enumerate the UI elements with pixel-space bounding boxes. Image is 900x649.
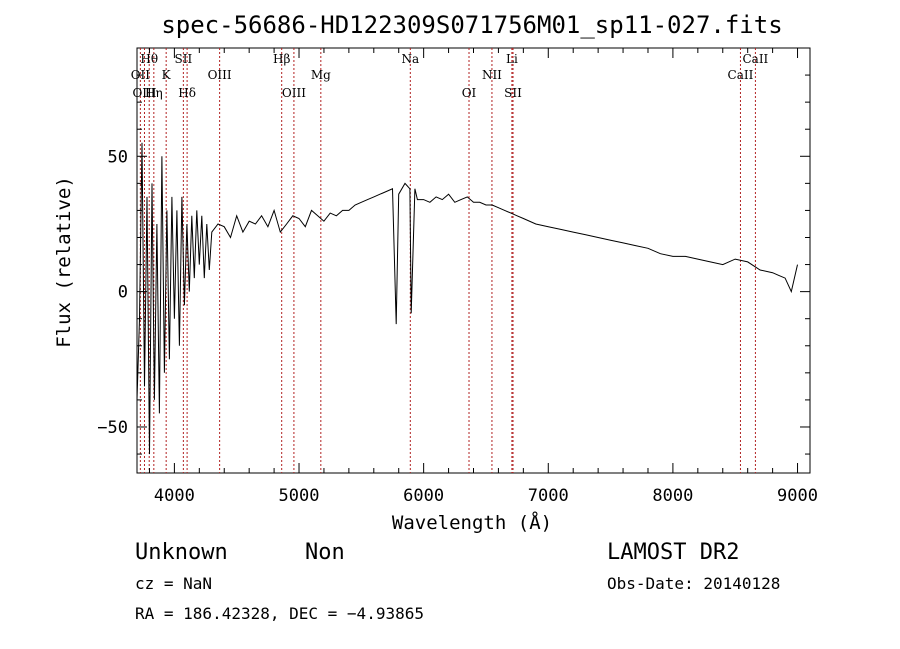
line-label: Hβ xyxy=(273,52,290,66)
line-label: CaII xyxy=(742,52,768,66)
y-axis-ticks: −50 0 50 xyxy=(97,74,810,455)
chart-title: spec-56686-HD122309S071756M01_sp11-027.f… xyxy=(161,11,782,39)
cz-value: cz = NaN xyxy=(135,574,212,593)
y-tick-label: 50 xyxy=(108,147,128,167)
obs-date: Obs-Date: 20140128 xyxy=(607,574,780,593)
object-subclass: Non xyxy=(305,540,345,565)
object-class: Unknown xyxy=(135,540,228,565)
line-label: Hη xyxy=(145,86,163,100)
y-tick-label: −50 xyxy=(97,418,128,438)
line-label: OI xyxy=(462,86,477,100)
line-label: NII xyxy=(482,68,502,82)
line-label: OIII xyxy=(282,86,306,100)
spectrum-series-line xyxy=(136,142,798,455)
survey-name: LAMOST DR2 xyxy=(607,540,739,565)
line-label: Li xyxy=(506,52,518,66)
x-tick-label: 4000 xyxy=(154,486,195,506)
line-label: SII xyxy=(175,52,193,66)
line-label: K xyxy=(162,68,172,82)
plot-frame xyxy=(136,47,811,474)
x-axis-label: Wavelength (Å) xyxy=(392,511,552,534)
x-axis-ticks: 4000 5000 6000 7000 8000 9000 xyxy=(148,48,818,506)
y-axis-label: Flux (relative) xyxy=(53,176,75,348)
line-label: SII xyxy=(504,86,522,100)
coordinates: RA = 186.42328, DEC = −4.93865 xyxy=(135,604,424,623)
x-tick-label: 6000 xyxy=(403,486,444,506)
line-label: OIII xyxy=(208,68,232,82)
line-label: Na xyxy=(401,52,419,66)
spectral-line-markers xyxy=(139,48,756,473)
line-label: OIII xyxy=(132,86,156,100)
line-label: Hθ xyxy=(140,52,158,66)
line-label: Hδ xyxy=(178,86,196,100)
y-tick-label: 0 xyxy=(118,283,128,303)
line-label: CaII xyxy=(728,68,754,82)
line-label: Mg xyxy=(311,68,331,82)
x-tick-label: 8000 xyxy=(652,486,693,506)
x-tick-label: 7000 xyxy=(528,486,569,506)
x-tick-label: 5000 xyxy=(279,486,320,506)
x-tick-label: 9000 xyxy=(777,486,818,506)
